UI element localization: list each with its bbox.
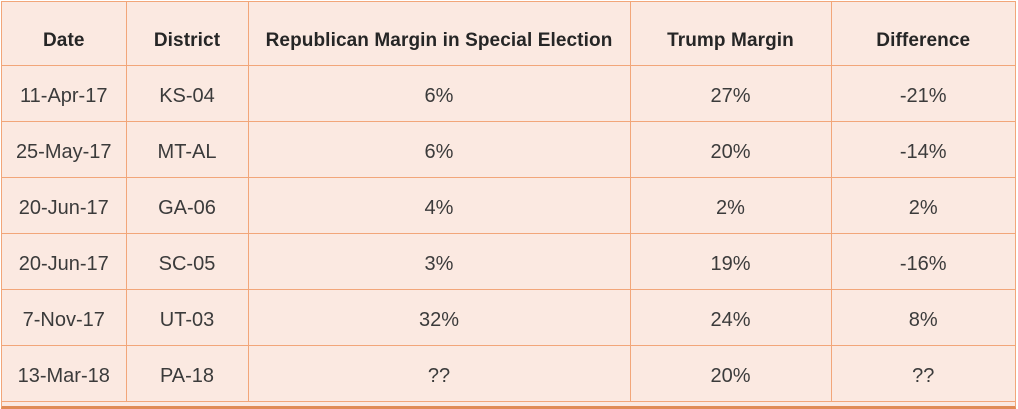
cell-date: 7-Nov-17 — [2, 288, 127, 346]
cell-rep-margin: 6% — [247, 64, 631, 122]
table-row: 11-Apr-17 KS-04 6% 27% -21% — [2, 64, 1015, 122]
cell-rep-margin: 4% — [247, 176, 631, 234]
cell-district: UT-03 — [125, 288, 249, 346]
cell-trump-margin: 24% — [629, 288, 832, 346]
cell-difference: 2% — [830, 176, 1015, 234]
cell-trump-margin: 20% — [629, 120, 832, 178]
table-header-row: Date District Republican Margin in Speci… — [2, 2, 1015, 66]
cell-trump-margin: 2% — [629, 176, 832, 234]
cell-district: MT-AL — [125, 120, 249, 178]
header-date: Date — [2, 2, 127, 66]
cell-date: 11-Apr-17 — [2, 64, 127, 122]
table-row: 20-Jun-17 SC-05 3% 19% -16% — [2, 232, 1015, 290]
cell-difference: 8% — [830, 288, 1015, 346]
cell-rep-margin: 6% — [247, 120, 631, 178]
cell-rep-margin: 32% — [247, 288, 631, 346]
cell-trump-margin: 27% — [629, 64, 832, 122]
cell-district: KS-04 — [125, 64, 249, 122]
header-difference: Difference — [830, 2, 1015, 66]
cell-difference: -16% — [830, 232, 1015, 290]
table-row: 13-Mar-18 PA-18 ?? 20% ?? — [2, 344, 1015, 402]
cell-rep-margin: ?? — [247, 344, 631, 402]
cell-trump-margin: 20% — [629, 344, 832, 402]
cell-difference: ?? — [830, 344, 1015, 402]
cell-date: 25-May-17 — [2, 120, 127, 178]
cell-date: 13-Mar-18 — [2, 344, 127, 402]
cell-district: SC-05 — [125, 232, 249, 290]
cell-date: 20-Jun-17 — [2, 232, 127, 290]
cell-rep-margin: 3% — [247, 232, 631, 290]
table-row: 20-Jun-17 GA-06 4% 2% 2% — [2, 176, 1015, 234]
cell-district: PA-18 — [125, 344, 249, 402]
data-table: Date District Republican Margin in Speci… — [2, 2, 1015, 402]
table-row: 25-May-17 MT-AL 6% 20% -14% — [2, 120, 1015, 178]
cell-district: GA-06 — [125, 176, 249, 234]
cell-date: 20-Jun-17 — [2, 176, 127, 234]
table-row: 7-Nov-17 UT-03 32% 24% 8% — [2, 288, 1015, 346]
header-rep-margin: Republican Margin in Special Election — [247, 2, 631, 66]
cell-difference: -21% — [830, 64, 1015, 122]
header-trump-margin: Trump Margin — [629, 2, 832, 66]
header-district: District — [125, 2, 249, 66]
cell-trump-margin: 19% — [629, 232, 832, 290]
cell-difference: -14% — [830, 120, 1015, 178]
